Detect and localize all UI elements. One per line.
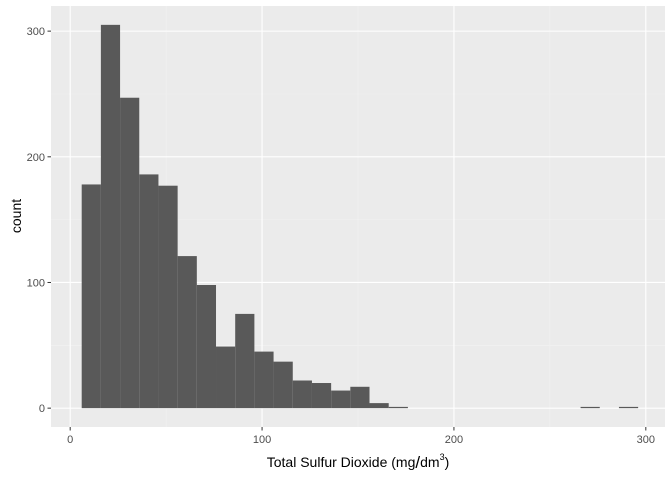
major-gridlines <box>51 6 665 427</box>
histogram-bar <box>350 386 370 409</box>
y-tick-label: 200 <box>27 152 45 164</box>
x-axis-title-base: Total Sulfur Dioxide (mg <box>267 454 416 470</box>
histogram-bar <box>580 406 600 409</box>
x-axis-title-superscript: 3 <box>440 452 445 462</box>
x-axis-title-unit: dm <box>420 454 439 470</box>
x-tick-label: 0 <box>67 434 73 446</box>
histogram-bar <box>177 256 197 409</box>
histogram-bar <box>292 380 312 409</box>
x-axis-title-slash: / <box>415 453 420 472</box>
x-axis-title-close: ) <box>445 454 450 470</box>
y-tick-label: 0 <box>39 403 45 415</box>
y-axis-ticks: 0 100 200 300 <box>27 26 51 415</box>
histogram-bars <box>81 24 639 409</box>
histogram-bar <box>100 24 121 409</box>
histogram-bar <box>216 346 236 409</box>
x-axis-ticks: 0 100 200 300 <box>67 427 655 446</box>
x-tick-label: 200 <box>445 434 463 446</box>
y-tick-label: 100 <box>27 277 45 289</box>
histogram-bar <box>120 97 140 409</box>
x-tick-label: 100 <box>253 434 271 446</box>
y-axis-title: count <box>8 199 24 233</box>
histogram-bar <box>139 174 159 409</box>
histogram-bar <box>158 185 178 409</box>
x-axis-title: Total Sulfur Dioxide (mg/dm3) <box>267 452 450 472</box>
histogram-bar <box>331 390 351 409</box>
y-tick-label: 300 <box>27 26 45 38</box>
histogram-bar <box>254 351 274 409</box>
histogram-bar <box>388 406 408 409</box>
histogram-bar <box>369 403 389 409</box>
histogram-bar <box>273 361 293 409</box>
x-tick-label: 300 <box>637 434 655 446</box>
histogram-bar <box>196 284 217 409</box>
histogram-bar <box>618 406 639 409</box>
histogram-bar <box>235 313 255 409</box>
histogram-bar <box>81 184 101 409</box>
histogram-bar <box>311 383 332 409</box>
